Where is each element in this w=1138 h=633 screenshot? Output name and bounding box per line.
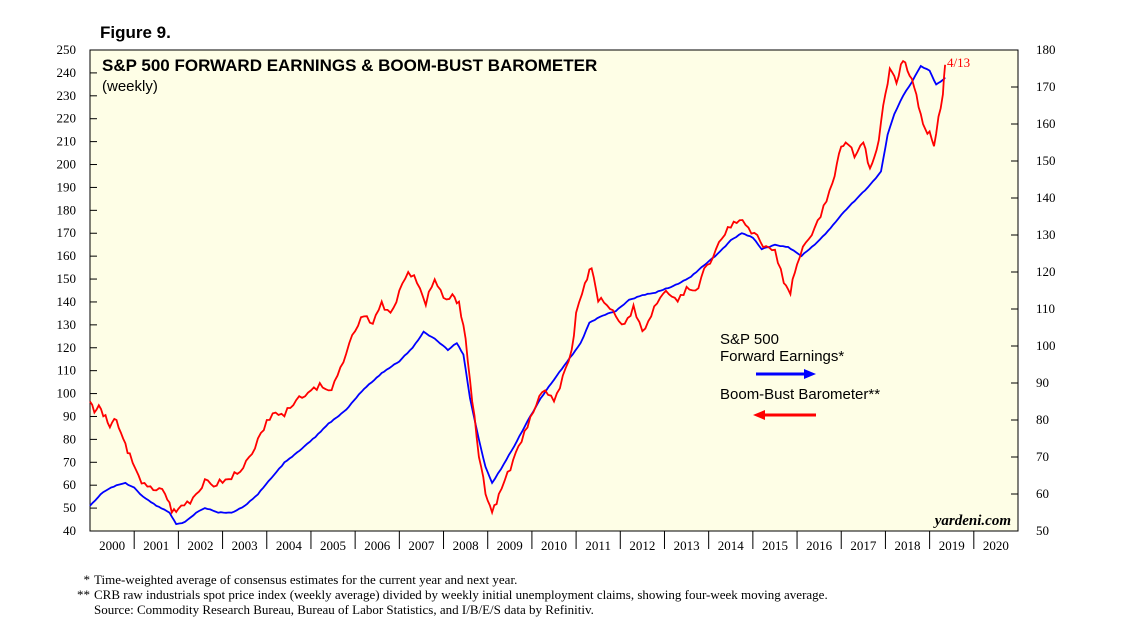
- x-tick-label: 2018: [895, 538, 921, 553]
- right-tick-label: 80: [1036, 412, 1049, 427]
- right-tick-label: 140: [1036, 190, 1056, 205]
- x-tick-label: 2014: [718, 538, 745, 553]
- x-axis: 2000 2001 2002 2003 2004 2005 2006 2007 2008 2009…: [99, 531, 1009, 553]
- left-tick-label: 120: [57, 340, 77, 355]
- x-tick-label: 2020: [983, 538, 1009, 553]
- legend-arrow-right-icon: [756, 369, 816, 379]
- left-tick-label: 50: [63, 500, 76, 515]
- right-tick-label: 170: [1036, 79, 1056, 94]
- right-tick-label: 180: [1036, 42, 1056, 57]
- footnote-row: * Time-weighted average of consensus est…: [62, 572, 828, 587]
- right-tick-label: 110: [1036, 301, 1055, 316]
- left-tick-label: 140: [57, 294, 77, 309]
- x-tick-label: 2001: [143, 538, 169, 553]
- footnote-marker: [62, 602, 94, 617]
- left-tick-label: 200: [57, 157, 77, 172]
- legend-arrow-left-icon: [753, 410, 816, 420]
- footnote-row: ** CRB raw industrials spot price index …: [62, 587, 828, 602]
- left-tick-label: 160: [57, 248, 77, 263]
- x-tick-label: 2003: [232, 538, 258, 553]
- x-tick-label: 2005: [320, 538, 346, 553]
- x-tick-label: 2007: [408, 538, 435, 553]
- footnotes: * Time-weighted average of consensus est…: [62, 572, 828, 617]
- left-tick-label: 190: [57, 179, 77, 194]
- left-tick-label: 70: [63, 454, 76, 469]
- plot-area: [89, 49, 1019, 532]
- left-tick-label: 220: [57, 111, 77, 126]
- x-tick-label: 2009: [497, 538, 523, 553]
- right-tick-label: 160: [1036, 116, 1056, 131]
- series-line-forward-earnings: [89, 64, 946, 526]
- left-tick-label: 100: [57, 386, 77, 401]
- chart-title: S&P 500 FORWARD EARNINGS & BOOM-BUST BAR…: [102, 56, 597, 75]
- left-tick-label: 60: [63, 477, 76, 492]
- x-tick-label: 2019: [939, 538, 965, 553]
- left-tick-label: 240: [57, 65, 77, 80]
- legend-label-barometer: Boom-Bust Barometer**: [720, 386, 880, 403]
- right-tick-label: 60: [1036, 486, 1049, 501]
- right-tick-label: 150: [1036, 153, 1056, 168]
- figure-label: Figure 9.: [100, 23, 171, 42]
- x-tick-label: 2008: [453, 538, 479, 553]
- left-tick-label: 40: [63, 523, 76, 538]
- x-tick-label: 2011: [585, 538, 611, 553]
- left-tick-label: 170: [57, 225, 77, 240]
- end-date-annotation: 4/13: [947, 55, 970, 70]
- right-tick-label: 130: [1036, 227, 1056, 242]
- brand-watermark: yardeni.com: [933, 513, 1011, 529]
- left-tick-label: 230: [57, 88, 77, 103]
- left-tick-label: 110: [57, 363, 76, 378]
- left-tick-label: 210: [57, 134, 77, 149]
- footnote-row: Source: Commodity Research Bureau, Burea…: [62, 602, 828, 617]
- left-tick-label: 130: [57, 317, 77, 332]
- footnote-text: Time-weighted average of consensus estim…: [94, 572, 518, 587]
- right-axis: 50 60 70 80 90 100 110 120 130 140 150 160 170 180: [1011, 42, 1056, 538]
- left-tick-label: 80: [63, 431, 76, 446]
- right-tick-label: 50: [1036, 523, 1049, 538]
- x-tick-label: 2015: [762, 538, 788, 553]
- legend-label-earnings-line2: Forward Earnings*: [720, 348, 844, 365]
- right-tick-label: 120: [1036, 264, 1056, 279]
- chart-subtitle: (weekly): [102, 78, 158, 95]
- footnote-text: CRB raw industrials spot price index (we…: [94, 587, 828, 602]
- left-axis: 40 50 60 70 80 90 100 110 120 130 140 150 160 170 180 1…: [57, 42, 97, 538]
- x-tick-label: 2010: [541, 538, 567, 553]
- right-tick-label: 90: [1036, 375, 1049, 390]
- chart-canvas: Figure 9. 40 50 60 70 80 90 100 110 120 130 140 150…: [57, 23, 1056, 553]
- legend: S&P 500 Forward Earnings* Boom-Bust Baro…: [720, 331, 880, 420]
- footnote-marker: *: [83, 572, 91, 587]
- left-tick-label: 180: [57, 202, 77, 217]
- x-tick-label: 2004: [276, 538, 303, 553]
- x-tick-label: 2016: [806, 538, 833, 553]
- x-tick-label: 2012: [629, 538, 655, 553]
- right-tick-label: 70: [1036, 449, 1049, 464]
- x-tick-label: 2017: [850, 538, 877, 553]
- left-tick-label: 150: [57, 271, 77, 286]
- right-tick-label: 100: [1036, 338, 1056, 353]
- x-tick-label: 2006: [364, 538, 391, 553]
- series-line-boom-bust-barometer: [89, 59, 946, 516]
- legend-label-earnings-line1: S&P 500: [720, 331, 779, 348]
- left-tick-label: 90: [63, 408, 76, 423]
- footnote-marker: **: [77, 587, 90, 602]
- footnote-text: Source: Commodity Research Bureau, Burea…: [94, 602, 594, 617]
- x-tick-label: 2000: [99, 538, 125, 553]
- x-tick-label: 2013: [674, 538, 700, 553]
- x-tick-label: 2002: [187, 538, 213, 553]
- left-tick-label: 250: [57, 42, 77, 57]
